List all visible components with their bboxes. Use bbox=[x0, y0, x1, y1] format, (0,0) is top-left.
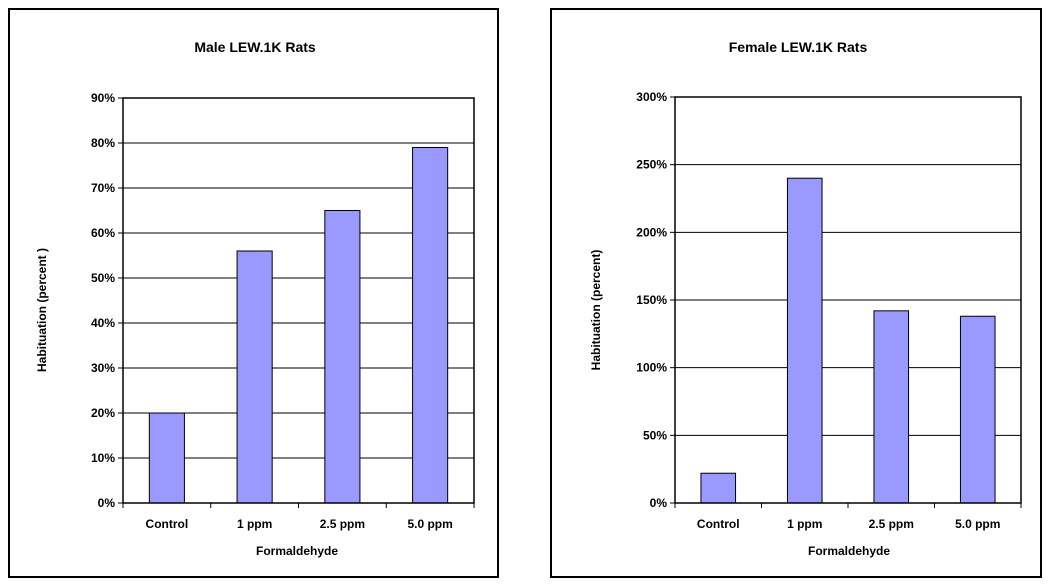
y-tick-label: 150% bbox=[636, 293, 667, 307]
bar bbox=[412, 147, 449, 504]
y-tick-label: 50% bbox=[643, 428, 667, 442]
bar bbox=[700, 472, 737, 504]
y-tick-label: 40% bbox=[91, 316, 115, 330]
chart-panel-male: Male LEW.1K Rats Habituation (percent ) … bbox=[8, 8, 499, 578]
bar bbox=[236, 250, 273, 504]
y-tick-label: 80% bbox=[91, 136, 115, 150]
y-tick-label: 90% bbox=[91, 91, 115, 105]
y-tick-label: 70% bbox=[91, 181, 115, 195]
y-tick-label: 30% bbox=[91, 361, 115, 375]
y-tick-label: 20% bbox=[91, 406, 115, 420]
bar bbox=[959, 315, 996, 504]
x-axis-label: Formaldehyde bbox=[808, 544, 890, 558]
x-tick-label: Control bbox=[697, 517, 740, 531]
x-tick-label: 1 ppm bbox=[787, 517, 822, 531]
chart-title: Female LEW.1K Rats bbox=[729, 39, 868, 55]
x-tick-label: 5.0 ppm bbox=[407, 517, 452, 531]
y-tick-label: 60% bbox=[91, 226, 115, 240]
x-tick-label: 2.5 ppm bbox=[869, 517, 914, 531]
plot-area-border bbox=[122, 97, 475, 504]
y-tick-label: 50% bbox=[91, 271, 115, 285]
y-axis-label: Habituation (percent ) bbox=[35, 248, 49, 372]
x-tick-label: Control bbox=[146, 517, 189, 531]
y-tick-label: 0% bbox=[98, 496, 116, 510]
y-tick-label: 200% bbox=[636, 225, 667, 239]
bar bbox=[148, 412, 185, 504]
y-tick-label: 300% bbox=[636, 90, 667, 104]
chart-panel-female: Female LEW.1K Rats Habituation (percent)… bbox=[550, 8, 1042, 578]
y-tick-label: 10% bbox=[91, 451, 115, 465]
y-tick-label: 0% bbox=[650, 496, 668, 510]
x-tick-label: 1 ppm bbox=[237, 517, 272, 531]
female-chart-svg: Female LEW.1K Rats Habituation (percent)… bbox=[589, 39, 1022, 558]
x-axis-label: Formaldehyde bbox=[256, 544, 338, 558]
male-chart-svg: Male LEW.1K Rats Habituation (percent ) … bbox=[35, 39, 475, 558]
x-tick-label: 2.5 ppm bbox=[320, 517, 365, 531]
bar bbox=[786, 177, 823, 504]
bar bbox=[324, 210, 361, 504]
x-tick-label: 5.0 ppm bbox=[955, 517, 1000, 531]
plot-area-border bbox=[674, 96, 1022, 504]
y-axis-label: Habituation (percent) bbox=[589, 250, 603, 371]
chart-title: Male LEW.1K Rats bbox=[194, 39, 316, 55]
y-tick-label: 100% bbox=[636, 361, 667, 375]
bar bbox=[873, 310, 910, 504]
y-tick-label: 250% bbox=[636, 158, 667, 172]
